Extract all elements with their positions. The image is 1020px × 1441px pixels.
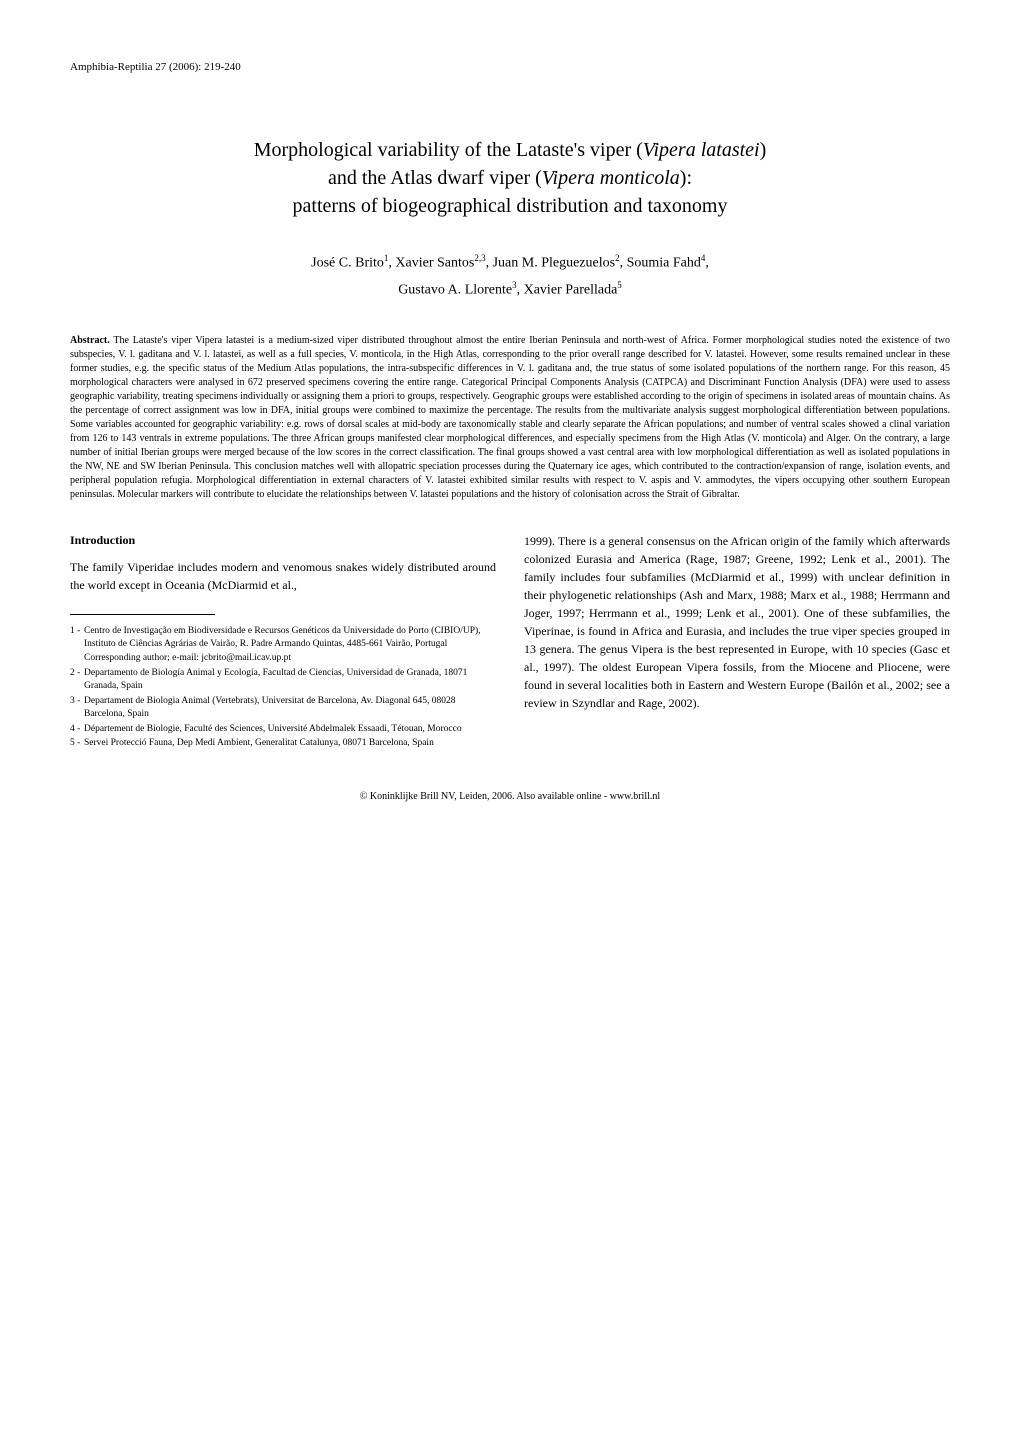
author-affil-sup: 5 (617, 280, 622, 290)
title-text: and the Atlas dwarf viper ( (328, 167, 542, 189)
affiliation-divider (70, 614, 215, 615)
author-sep: , Juan M. Pleguezuelos (486, 256, 615, 271)
abstract-block: Abstract. The Lataste's viper Vipera lat… (70, 334, 950, 502)
affiliation-text: Servei Protecció Fauna, Dep Medi Ambient… (84, 737, 496, 750)
abstract-label: Abstract. (70, 335, 110, 346)
title-species: Vipera latastei (643, 139, 760, 161)
affiliation-number: 5 - (70, 737, 84, 750)
right-column: 1999). There is a general consensus on t… (524, 532, 950, 752)
affiliation-number: 1 - (70, 625, 84, 651)
author-sep: , Xavier Santos (388, 256, 474, 271)
title-species: Vipera monticola (542, 167, 680, 189)
affiliation-item: 5 - Servei Protecció Fauna, Dep Medi Amb… (70, 737, 496, 750)
affiliation-item: 2 - Departamento de Biología Animal y Ec… (70, 667, 496, 693)
title-text: ): (680, 167, 692, 189)
title-text: Morphological variability of the Lataste… (254, 139, 643, 161)
affiliation-item: Corresponding author; e-mail: jcbrito@ma… (70, 652, 496, 665)
affiliation-number: 3 - (70, 695, 84, 721)
intro-paragraph-continued: 1999). There is a general consensus on t… (524, 532, 950, 712)
affiliation-item: 4 - Département de Biologie, Faculté des… (70, 723, 496, 736)
affiliation-item: 3 - Departament de Biologia Animal (Vert… (70, 695, 496, 721)
article-title: Morphological variability of the Lataste… (70, 136, 950, 220)
author-sep: , Soumia Fahd (620, 256, 701, 271)
affiliation-number (70, 652, 84, 665)
author-affil-sup: 2,3 (474, 253, 485, 263)
abstract-text: The Lataste's viper Vipera latastei is a… (70, 335, 950, 500)
affiliations-block: 1 - Centro de Investigação em Biodiversi… (70, 625, 496, 750)
affiliation-text: Departamento de Biología Animal y Ecolog… (84, 667, 496, 693)
affiliation-text: Corresponding author; e-mail: jcbrito@ma… (84, 652, 496, 665)
intro-paragraph: The family Viperidae includes modern and… (70, 558, 496, 594)
affiliation-text: Centro de Investigação em Biodiversidade… (84, 625, 496, 651)
left-column: Introduction The family Viperidae includ… (70, 532, 496, 752)
two-column-body: Introduction The family Viperidae includ… (70, 532, 950, 752)
title-text: patterns of biogeographical distribution… (293, 195, 728, 217)
author-sep: , (705, 256, 709, 271)
copyright-footer: © Koninklijke Brill NV, Leiden, 2006. Al… (70, 790, 950, 805)
affiliation-number: 4 - (70, 723, 84, 736)
author-name: Gustavo A. Llorente (398, 283, 512, 298)
journal-header: Amphibia-Reptilia 27 (2006): 219-240 (70, 60, 950, 76)
author-sep: , Xavier Parellada (517, 283, 618, 298)
affiliation-number: 2 - (70, 667, 84, 693)
affiliation-text: Departament de Biologia Animal (Vertebra… (84, 695, 496, 721)
authors-block: José C. Brito1, Xavier Santos2,3, Juan M… (70, 250, 950, 305)
affiliation-item: 1 - Centro de Investigação em Biodiversi… (70, 625, 496, 651)
affiliation-text: Département de Biologie, Faculté des Sci… (84, 723, 496, 736)
author-name: José C. Brito (311, 256, 384, 271)
title-text: ) (760, 139, 767, 161)
section-heading-introduction: Introduction (70, 532, 496, 549)
